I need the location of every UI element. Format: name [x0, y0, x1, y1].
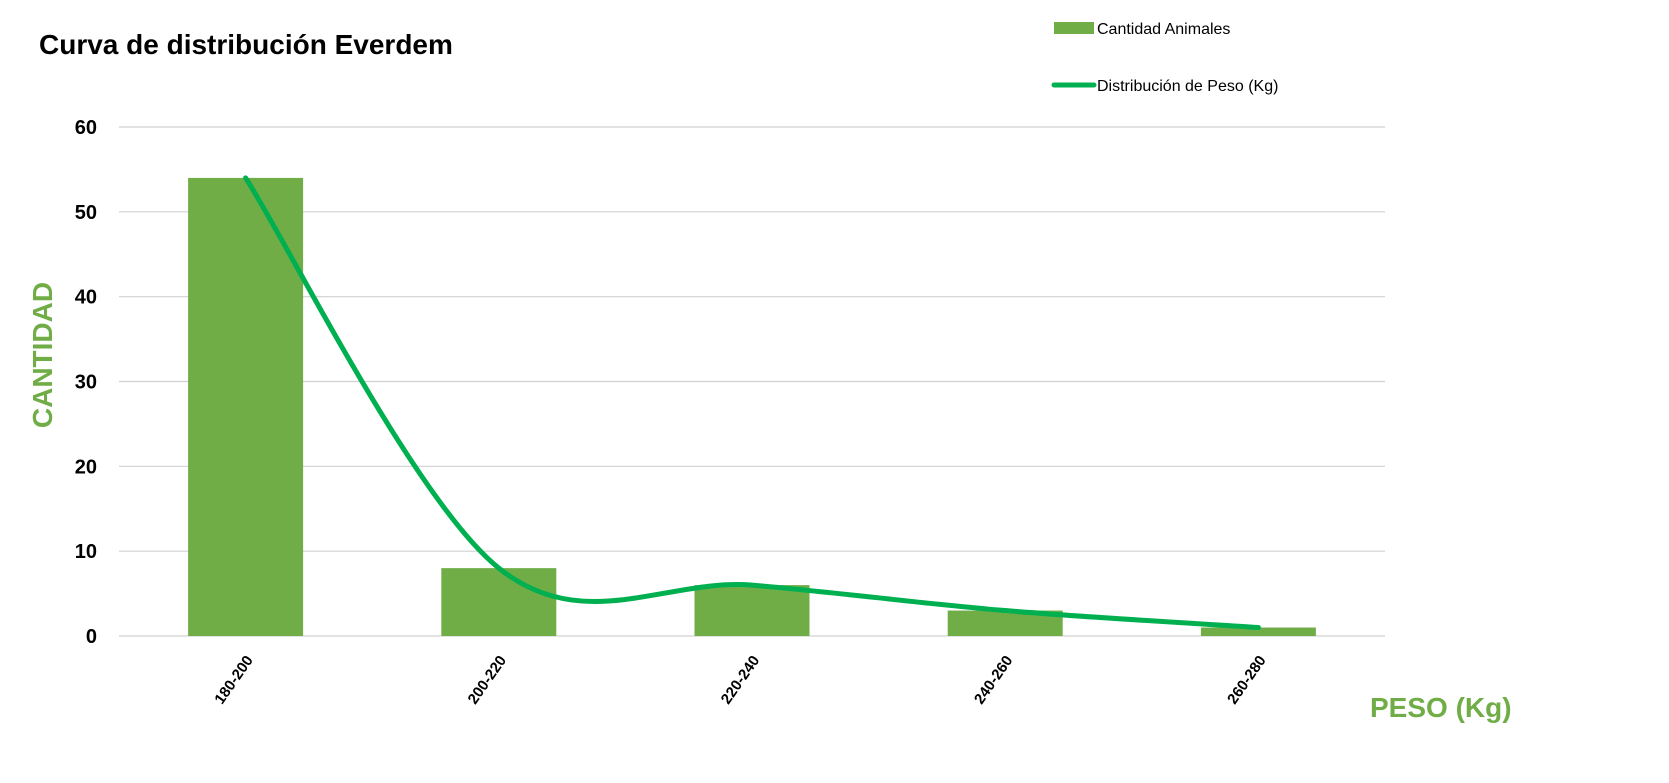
x-axis-ticks: 180-200 200-220 220-240 240-260 260-280	[211, 653, 1269, 708]
chart-title: Curva de distribución Everdem	[39, 29, 453, 60]
y-tick-label: 20	[75, 456, 97, 478]
x-tick-label: 240-260	[971, 653, 1017, 708]
y-axis-label: CANTIDAD	[27, 282, 58, 428]
bar-260-280	[1200, 627, 1316, 636]
bar-200-220	[441, 568, 557, 636]
bars	[188, 177, 1316, 636]
x-tick-label: 180-200	[211, 653, 257, 708]
x-tick-label: 200-220	[465, 653, 511, 708]
y-tick-label: 50	[75, 202, 97, 224]
y-tick-label: 10	[75, 541, 97, 563]
bar-180-200	[188, 177, 304, 636]
legend-bar-swatch	[1054, 22, 1094, 34]
legend-line-label: Distribución de Peso (Kg)	[1097, 78, 1278, 95]
legend: Cantidad Animales Distribución de Peso (…	[1051, 21, 1278, 95]
distribution-curve	[243, 175, 1261, 631]
distribution-line	[243, 175, 1261, 631]
y-tick-label: 40	[75, 287, 97, 309]
x-tick-label: 220-240	[718, 653, 764, 708]
x-axis-label: PESO (Kg)	[1370, 692, 1512, 723]
legend-bar-label: Cantidad Animales	[1097, 21, 1230, 38]
y-tick-label: 30	[75, 372, 97, 394]
bar-220-240	[694, 585, 810, 636]
y-tick-label: 0	[86, 626, 97, 648]
y-tick-label: 60	[75, 117, 97, 139]
x-tick-label: 260-280	[1224, 653, 1270, 708]
y-axis-ticks: 0 10 20 30 40 50 60	[75, 117, 97, 648]
gridlines	[119, 126, 1385, 637]
